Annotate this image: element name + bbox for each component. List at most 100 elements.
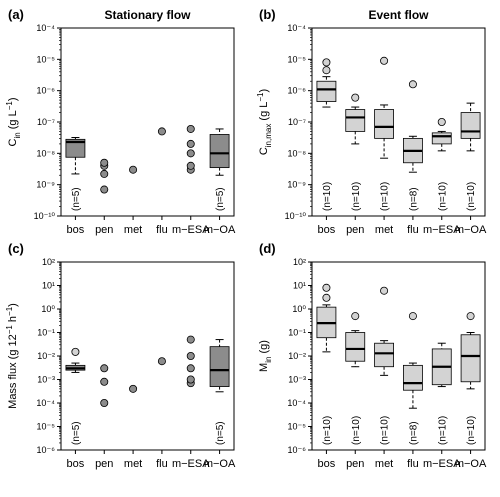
y-axis-label-part: (g L	[258, 102, 270, 124]
data-point	[186, 161, 195, 170]
y-tick-label: 10⁻⁷	[37, 117, 55, 127]
n-label: (n=10)	[437, 182, 448, 211]
n-label: (n=8)	[408, 187, 419, 211]
data-point	[408, 80, 417, 89]
y-tick-label: 10⁻¹	[37, 328, 55, 338]
box	[431, 132, 452, 145]
y-tick-label: 10⁻⁵	[37, 54, 56, 64]
x-category-label: m−ESA	[172, 224, 210, 236]
n-label: (n=5)	[71, 421, 82, 445]
x-category-label: m−ESA	[423, 458, 461, 470]
y-tick-label: 10¹	[293, 281, 306, 291]
y-tick-label: 10⁻⁹	[287, 180, 306, 190]
n-label: (n=10)	[351, 416, 362, 445]
n-label: (n=10)	[466, 182, 477, 211]
item-m−OA: (n=5)	[209, 128, 230, 211]
data-point	[186, 149, 195, 158]
y-tick-label: 10⁻⁴	[36, 23, 55, 33]
box	[460, 112, 481, 139]
x-category-label: m−OA	[455, 458, 487, 470]
panel-a: (a) Stationary flow 10⁻¹⁰ 10⁻⁹ 10⁻⁸ 10⁻⁷ 10⁻⁶ 1…	[5, 7, 236, 236]
n-label: (n=10)	[466, 416, 477, 445]
y-tick-label: 10⁻⁶	[288, 445, 307, 455]
y-tick-label: 10⁻²	[288, 351, 306, 361]
data-point	[322, 58, 331, 67]
y-axis-label-part: −1	[5, 325, 14, 335]
n-label: (n=5)	[215, 187, 226, 211]
y-tick-label: 10²	[42, 257, 55, 267]
x-category-label: met	[124, 224, 142, 236]
panel-b: (b) Event flow 10⁻¹⁰ 10⁻⁹ 10⁻⁸ 10⁻⁷ 10⁻⁶ 10⁻⁵ 10…	[256, 7, 487, 236]
data-point	[351, 93, 360, 102]
box	[403, 364, 423, 391]
y-axis-label-part: C	[258, 147, 270, 155]
box	[209, 346, 230, 387]
panel-c: (c) 10⁻⁶ 10⁻⁵ 10⁻⁴ 10⁻³ 10⁻² 10⁻¹ 10⁰ 10¹ 10² Mass…	[5, 241, 236, 470]
data-point	[129, 165, 138, 174]
data-point	[100, 185, 109, 194]
data-point	[186, 351, 195, 360]
item-bos: (n=10)	[316, 58, 337, 211]
y-axis-label-part: −1	[256, 92, 265, 102]
y-axis-label: Mass flux (g 12−1 h−1)	[5, 303, 19, 409]
x-category-label: m−ESA	[172, 458, 210, 470]
y-tick-label: 10⁻⁷	[288, 117, 306, 127]
x-category-label: pen	[346, 458, 364, 470]
y-tick-label: 10⁰	[292, 304, 306, 314]
box	[374, 342, 394, 368]
x-category-label: m−OA	[455, 224, 487, 236]
x-category-label: pen	[346, 224, 364, 236]
plot-frame	[60, 261, 235, 451]
data-point	[351, 312, 360, 321]
y-axis-label-part: C	[7, 139, 19, 147]
panel-title: Stationary flow	[104, 8, 191, 22]
panel-d: (d) 10⁻⁶ 10⁻⁵ 10⁻⁴ 10⁻³ 10⁻² 10⁻¹ 10⁰ 10¹ 10² Min …	[258, 241, 487, 470]
y-tick-label: 10⁻⁵	[288, 54, 307, 64]
n-label: (n=10)	[351, 182, 362, 211]
y-tick-label: 10⁻⁹	[36, 180, 55, 190]
data-point	[322, 293, 331, 302]
item-m−OA: (n=5)	[209, 339, 230, 445]
box	[460, 334, 481, 383]
box	[316, 80, 337, 102]
y-axis-label: Cin (g L−1)	[5, 98, 22, 147]
data-point	[100, 377, 109, 386]
item-met	[129, 384, 138, 393]
n-label: (n=10)	[380, 182, 391, 211]
n-label: (n=5)	[71, 187, 82, 211]
y-tick-label: 10¹	[42, 281, 55, 291]
n-label: (n=10)	[380, 416, 391, 445]
plot-frame	[311, 27, 486, 217]
y-axis-label-part: in	[13, 132, 22, 138]
item-pen	[100, 158, 109, 194]
y-axis-label-part: )	[258, 89, 270, 93]
y-axis-label-part: h	[7, 316, 19, 325]
data-point	[186, 335, 195, 344]
item-bos: (n=5)	[65, 347, 86, 445]
y-tick-label: 10⁻³	[37, 375, 55, 385]
item-flu	[157, 127, 166, 136]
x-category-label: met	[375, 458, 393, 470]
data-point	[186, 124, 195, 133]
data-point	[100, 364, 109, 373]
data-point	[186, 375, 195, 384]
plot-frame	[311, 261, 486, 451]
box	[345, 332, 366, 362]
item-flu: (n=8)	[403, 80, 423, 211]
y-axis-label: Min (g)	[258, 340, 273, 372]
item-m−ESA: (n=10)	[431, 342, 452, 445]
y-tick-label: 10⁻⁶	[37, 445, 56, 455]
y-axis-label-part: −1	[5, 101, 14, 111]
x-category-label: flu	[407, 458, 419, 470]
x-category-label: bos	[318, 458, 336, 470]
x-category-label: flu	[156, 224, 168, 236]
item-flu	[157, 357, 166, 366]
x-category-label: bos	[318, 224, 336, 236]
data-point	[186, 364, 195, 373]
panel-title: Event flow	[368, 8, 429, 22]
y-tick-label: 10⁻²	[37, 351, 55, 361]
panel-label: (d)	[259, 241, 276, 256]
data-point	[437, 118, 446, 127]
